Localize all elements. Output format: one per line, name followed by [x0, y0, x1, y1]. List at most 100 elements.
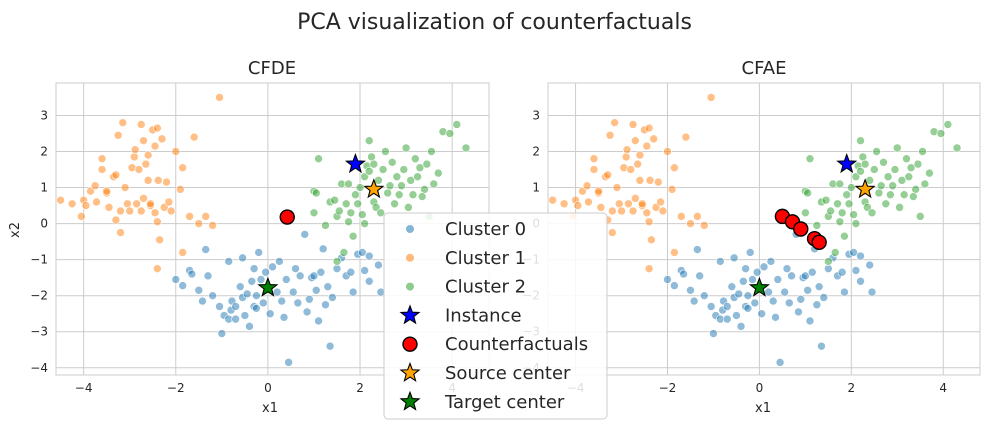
cfde-y-tick-label: −4 [30, 361, 48, 375]
cfae-cluster2-point [847, 183, 856, 192]
cfde-cluster0-point [318, 244, 328, 254]
cfde-cluster0-point [254, 248, 263, 257]
cfae-cluster0-point [748, 275, 757, 284]
cfde-cluster1-point [153, 217, 162, 227]
cfae-cluster2-point [943, 120, 953, 129]
cfde-x-tick-label: −2 [167, 381, 185, 395]
cfae-cluster2-point [892, 143, 902, 153]
cfae-cluster2-point [904, 172, 914, 182]
cfde-y-tick-label: 2 [40, 144, 48, 158]
cfde-cluster2-point [404, 203, 413, 212]
cfde-cluster1-point [116, 206, 125, 216]
cfae-cluster0-point [803, 285, 812, 295]
cfae-x-tick-label: 0 [756, 381, 764, 395]
cfde-cluster1-point [143, 176, 153, 185]
cfde-cluster1-point [118, 118, 128, 127]
cfde-cluster1-point [166, 206, 176, 216]
cfde-cluster1-point [171, 147, 181, 156]
legend-marker-source-center [399, 361, 421, 382]
cfde-cluster1-point [150, 208, 160, 218]
cfde-cluster0-point [311, 285, 321, 295]
cfde-cluster2-point [364, 167, 374, 176]
cfae-x-tick-label: −2 [659, 381, 677, 395]
cfae-cluster2-point [936, 129, 946, 138]
cfae-cluster2-point [812, 221, 822, 230]
cfde-cluster0-point [295, 271, 305, 281]
cfde-cluster2-point [355, 183, 365, 192]
cfae-cluster0-point [745, 248, 755, 257]
cfae-y-tick-label: 3 [532, 108, 540, 122]
cfae-cluster2-point [840, 231, 849, 241]
cfde-cluster1-point [111, 170, 121, 180]
cfae-cluster1-point [647, 235, 656, 245]
cfde-cluster1-point [113, 130, 123, 140]
cfde-cluster1-point [153, 123, 162, 133]
cfae-cluster1-point [626, 165, 636, 174]
cfde-cluster0-point [217, 329, 227, 338]
cfae-cluster0-point [686, 285, 695, 295]
cfae-cluster1-point [621, 152, 631, 162]
cfde-cluster0-point [291, 264, 300, 273]
cfae-cluster1-point [635, 176, 645, 185]
cfae-cluster2-point [844, 199, 854, 209]
legend-label-cluster-1: Cluster 1 [445, 248, 526, 269]
cfae-cluster0-point [837, 267, 847, 277]
cfde-cluster1-point [136, 206, 146, 216]
cfde-cluster0-point [272, 287, 282, 297]
cfde-cluster0-point [282, 275, 291, 284]
cfae-cluster0-point [794, 307, 803, 317]
cfde-cluster1-point [134, 165, 144, 174]
cfde-cluster1-point [97, 154, 107, 164]
cfde-cluster1-point [201, 212, 211, 221]
cfde-cluster0-point [374, 260, 383, 270]
cfae-cluster1-point [612, 183, 622, 192]
cfde-cluster0-point [187, 269, 197, 279]
cfde-cluster0-point [332, 264, 342, 273]
cfae-x-tick-label: 2 [847, 381, 855, 395]
cfde-cluster1-point [56, 195, 65, 205]
legend-box [383, 212, 608, 420]
cfde-cluster0-point [240, 311, 250, 320]
cfde-cluster0-point [198, 296, 207, 306]
cfae-cluster0-point [771, 313, 780, 322]
cfae-cluster1-point [642, 141, 652, 151]
cfae-cluster1-point [603, 170, 613, 180]
cfde-cluster0-point [305, 294, 314, 304]
cfde-cluster2-point [311, 188, 321, 198]
cfae-cluster2-point [913, 159, 923, 169]
cfae-cluster0-point [849, 248, 858, 257]
cfae-cluster1-point [582, 181, 592, 191]
cfae-cluster0-point [824, 264, 833, 273]
cfde-cluster0-point [288, 287, 298, 297]
cfae-cluster2-point [801, 208, 810, 218]
cfae-cluster2-point [874, 188, 884, 198]
cfde-cluster0-point [316, 267, 326, 277]
cfde-cluster0-point [171, 275, 181, 284]
cfae-cluster2-point [833, 199, 842, 209]
cfde-cluster0-point [275, 257, 284, 266]
cfde-cluster0-point [300, 230, 310, 239]
cfae-cluster1-point [548, 195, 557, 205]
cfde-cluster2-point [339, 248, 349, 257]
cfde-cluster2-point [452, 120, 462, 129]
cfde-y-tick-label: 3 [40, 108, 48, 122]
cfde-cluster2-point [415, 163, 425, 173]
cfde-cluster0-point [309, 271, 319, 281]
cfde-cluster1-point [157, 134, 167, 144]
cfae-cluster2-point [851, 219, 861, 228]
cfae-cluster1-point [637, 199, 647, 209]
cfde-cluster1-point [130, 145, 140, 154]
cfae-cluster0-point [805, 316, 815, 326]
cfde-title: CFDE [248, 58, 296, 79]
cfde-cluster1-point [153, 176, 163, 185]
cfae-cluster2-point [849, 210, 858, 219]
cfae-cluster0-point [706, 302, 716, 311]
cfae-cluster2-point [895, 203, 904, 212]
cfde-cluster2-point [387, 158, 397, 167]
cfae-cluster1-point [622, 145, 632, 154]
cfae-y-tick-label: 2 [532, 144, 540, 158]
cfde-cluster2-point [445, 129, 455, 138]
cfde-cluster1-point [194, 219, 204, 228]
cfde-cluster0-point [360, 266, 369, 275]
